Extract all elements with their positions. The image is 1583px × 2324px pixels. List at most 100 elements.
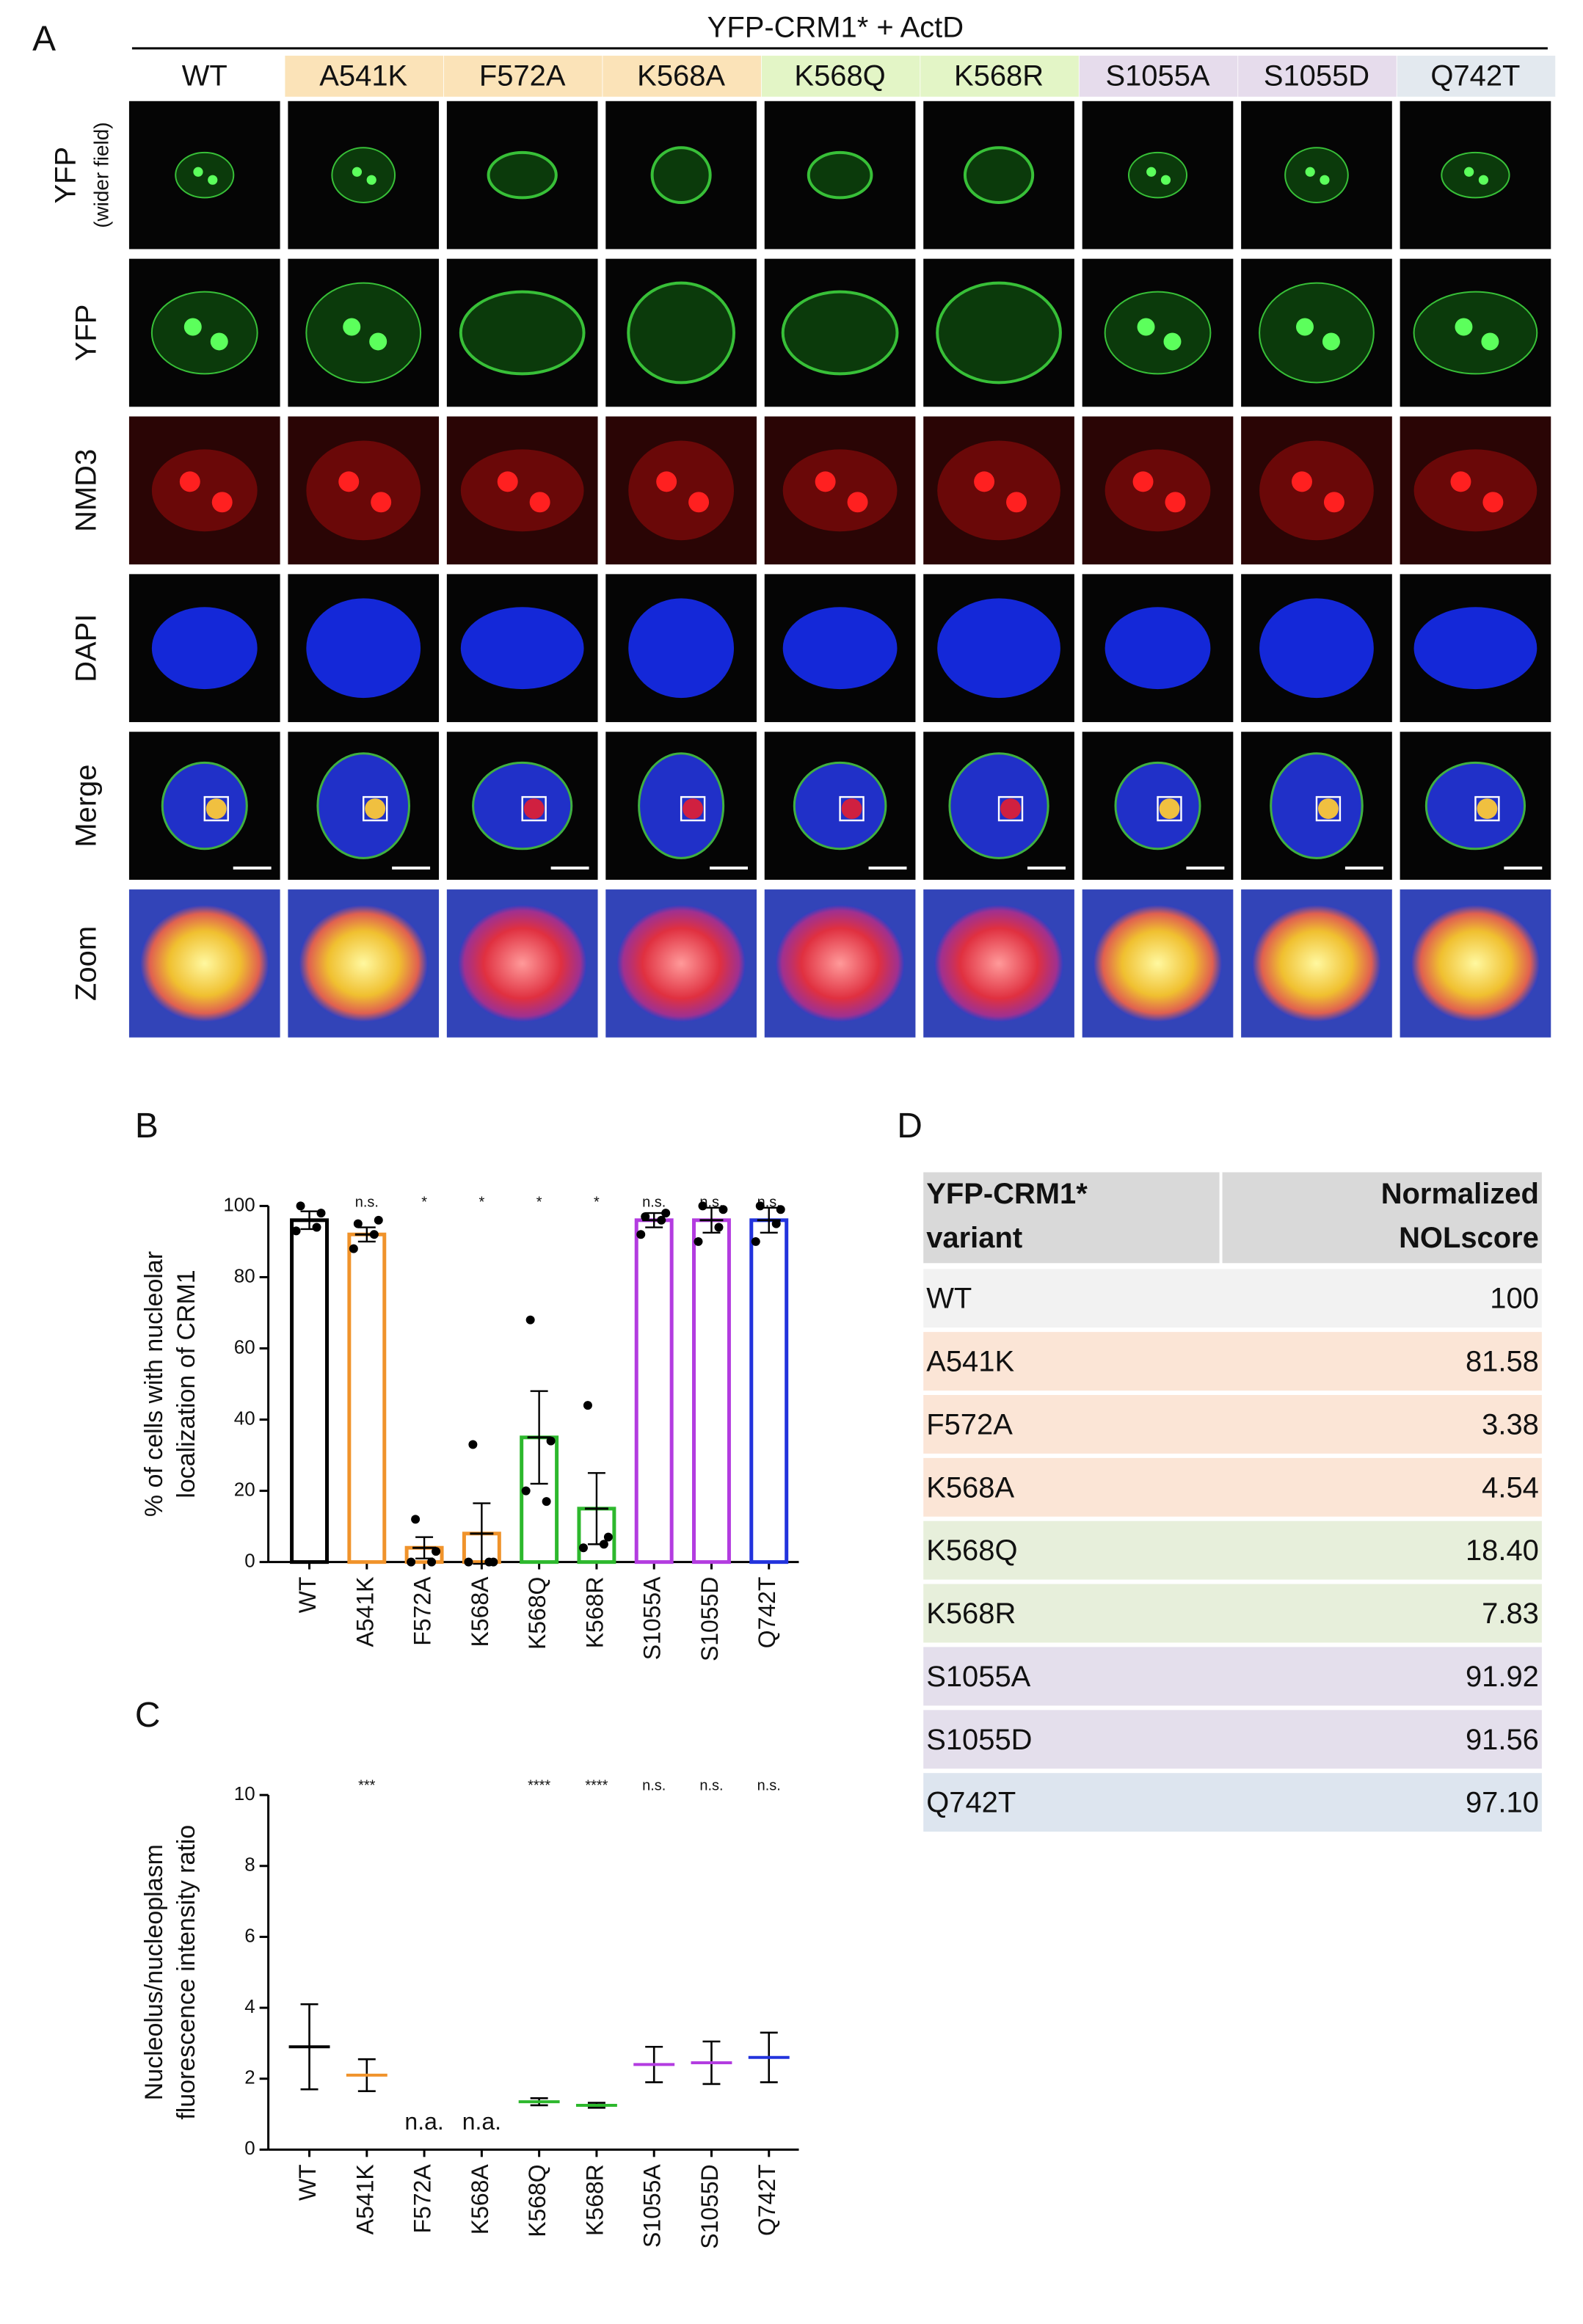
column-label: K568A: [637, 59, 725, 92]
nucleus: [628, 598, 735, 699]
data-point: [312, 1223, 321, 1232]
table-cell: K568R: [926, 1598, 1016, 1630]
nucleolus: [211, 492, 233, 513]
zoom-nucleolus: [775, 905, 905, 1022]
column-label: F572A: [479, 59, 566, 92]
column-label: WT: [182, 59, 228, 92]
bar: [347, 1232, 387, 1564]
column-band: [1238, 55, 1397, 97]
row-label-group: DAPI: [70, 614, 103, 682]
zoom-nucleolus: [299, 905, 429, 1022]
table-cell: A541K: [926, 1346, 1014, 1378]
row-note: (wider field): [90, 122, 112, 227]
table-cell: 81.58: [1466, 1346, 1539, 1378]
row-label-group: YFP: [70, 305, 103, 362]
row-label-group: NMD3: [70, 449, 103, 532]
data-point: [546, 1436, 556, 1446]
data-point: [636, 1230, 646, 1239]
column-band: [761, 55, 920, 97]
zoom-box: [680, 795, 706, 822]
bar: [634, 1218, 674, 1564]
nucleolus: [1455, 318, 1473, 336]
table-cell: K568Q: [926, 1534, 1017, 1567]
nucleus: [1105, 607, 1211, 690]
bar: [692, 1218, 731, 1564]
x-tick-label: K568A: [467, 2164, 493, 2235]
nucleolus: [1137, 318, 1155, 336]
significance: n.s.: [642, 1195, 666, 1211]
nucleolus: [1159, 798, 1180, 820]
x-tick-label: K568R: [581, 1577, 608, 1649]
nucleus: [650, 146, 712, 204]
table-row: [923, 1773, 1542, 1832]
y-axis-label: fluorescence intensity ratio: [172, 1825, 200, 2120]
nucleus: [175, 151, 235, 199]
nucleolus: [1322, 332, 1340, 351]
nucleus: [963, 146, 1035, 204]
x-tick-label: F572A: [410, 2164, 436, 2234]
table-row: [923, 1584, 1542, 1643]
nucleolus: [1481, 332, 1499, 351]
nucleus: [150, 291, 258, 375]
zoom-box: [839, 795, 865, 822]
nucleolus: [1464, 167, 1474, 177]
nucleus: [1127, 151, 1188, 199]
data-point: [291, 1226, 301, 1236]
row-label: YFP: [50, 147, 82, 204]
table-header: [923, 1172, 1542, 1264]
zoom-nucleolus: [1252, 905, 1381, 1022]
nucleus: [782, 607, 898, 690]
table-cell: 97.10: [1466, 1787, 1539, 1819]
zoom-nucleolus: [1411, 905, 1540, 1022]
nucleus: [1259, 282, 1375, 384]
nucleus: [1104, 291, 1212, 375]
nucleus: [487, 150, 558, 200]
table-cell: 18.40: [1466, 1534, 1539, 1567]
zoom-box: [1157, 795, 1182, 822]
significance: ****: [528, 1777, 550, 1793]
nucleus: [937, 598, 1060, 699]
nucleolus: [529, 492, 550, 513]
nucleolus: [815, 471, 836, 492]
nucleus: [1284, 147, 1349, 203]
data-point: [316, 1209, 326, 1218]
table-cell: 100: [1490, 1283, 1539, 1315]
table-row: [923, 1332, 1542, 1391]
y-tick-label: 40: [234, 1408, 255, 1429]
column-label: K568R: [954, 59, 1044, 92]
column-label: K568Q: [794, 59, 885, 92]
nucleus: [1413, 291, 1538, 375]
nucleolus: [656, 471, 677, 492]
data-point: [468, 1440, 478, 1449]
nucleus: [936, 281, 1062, 385]
column-band: [285, 55, 444, 97]
x-tick-label: K568A: [467, 1576, 493, 1647]
table-cell: 4.54: [1482, 1471, 1539, 1504]
y-tick-label: 10: [234, 1784, 255, 1804]
nucleolus: [352, 167, 363, 177]
nucleus: [331, 147, 396, 203]
nucleolus: [1000, 798, 1022, 820]
data-point: [464, 1557, 473, 1567]
significance: ****: [585, 1777, 608, 1793]
y-tick-label: 100: [223, 1195, 255, 1215]
significance: n.s.: [355, 1195, 379, 1211]
data-point: [661, 1209, 671, 1218]
nucleolus: [193, 167, 203, 177]
nucleolus: [1317, 798, 1339, 820]
significance: *: [536, 1195, 542, 1211]
nucleolus: [847, 492, 868, 513]
zoom-box: [521, 795, 547, 822]
data-point: [641, 1212, 650, 1221]
y-tick-label: 60: [234, 1337, 255, 1358]
table-cell: 91.92: [1466, 1661, 1539, 1693]
significance: n.s.: [642, 1777, 666, 1793]
column-label: A541K: [319, 59, 407, 92]
row-label-group: Zoom: [70, 926, 103, 1001]
y-tick-label: 2: [244, 2068, 255, 2088]
y-tick-label: 8: [244, 1855, 255, 1876]
table-cell: 7.83: [1482, 1598, 1539, 1630]
nucleolus: [974, 471, 995, 492]
y-tick-label: 0: [244, 1551, 255, 1571]
y-tick-label: 20: [234, 1479, 255, 1500]
